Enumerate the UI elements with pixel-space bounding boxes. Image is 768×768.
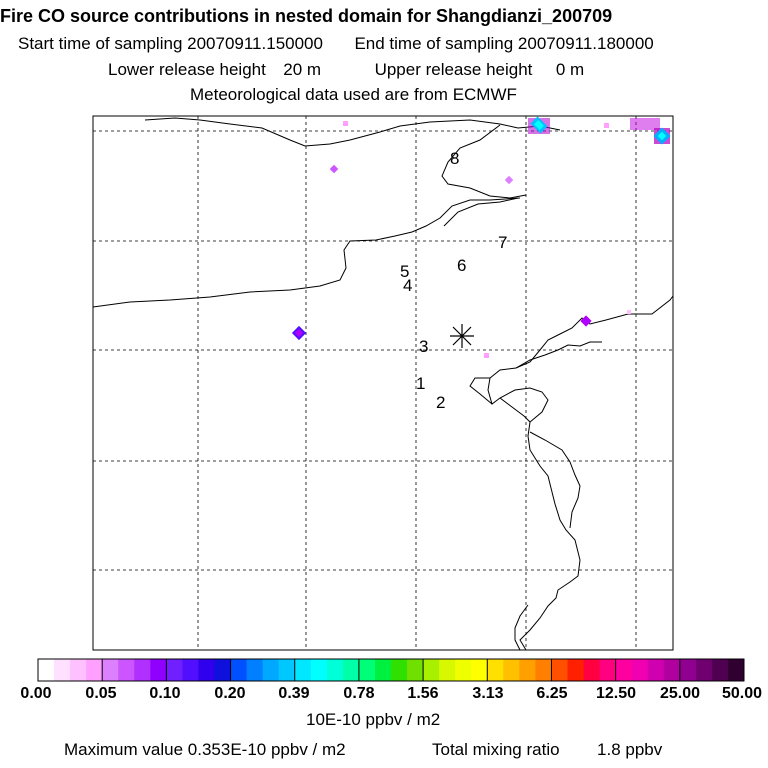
total-mixing-label: Total mixing ratio: [432, 740, 560, 759]
colorbar-segment: [38, 659, 55, 681]
page-title: Fire CO source contributions in nested d…: [0, 6, 613, 26]
colorbar-tick: 0.10: [149, 685, 181, 702]
colorbar-segment: [503, 659, 520, 681]
colorbar-segment: [182, 659, 199, 681]
colorbar-segment: [118, 659, 135, 681]
colorbar-segment: [134, 659, 151, 681]
colorbar-segment: [711, 659, 729, 681]
colorbar-tick: 0.78: [343, 685, 375, 702]
colorbar-tick: 0.05: [85, 685, 117, 702]
max-value-number: 0.353E-10 ppbv / m2: [187, 740, 346, 759]
colorbar-segment: [86, 659, 103, 681]
max-value: Maximum value 0.353E-10 ppbv / m2: [64, 740, 346, 760]
trajectory-label-2: 2: [436, 393, 446, 412]
colorbar-segment: [583, 659, 601, 681]
upper-release-value: 0 m: [555, 60, 585, 79]
colorbar-segment: [439, 659, 456, 681]
colorbar-segment: [599, 659, 617, 681]
colorbar-segment: [54, 659, 71, 681]
colorbar-segment: [310, 659, 328, 681]
release-heights: Lower release height 20 m Upper release …: [108, 60, 768, 80]
colorbar-segment: [487, 659, 504, 681]
start-time-value: 20070911.150000: [187, 34, 323, 53]
colorbar-segment: [166, 659, 183, 681]
colorbar-segment: [391, 659, 408, 681]
colorbar-segment: [407, 659, 424, 681]
colorbar-segment: [727, 659, 745, 681]
colorbar-tick: 0.20: [214, 685, 246, 702]
colorbar-segment: [615, 659, 633, 681]
colorbar-segment: [342, 659, 360, 681]
end-time-value: 20070911.180000: [517, 34, 654, 53]
colorbar-tick: 25.00: [659, 685, 701, 702]
colorbar-segment: [455, 659, 472, 681]
met-data-note: Meteorological data used are from ECMWF: [190, 85, 517, 104]
colorbar-tick: 3.13: [472, 685, 504, 702]
colorbar-segment: [102, 659, 119, 681]
colorbar-tick: 0.39: [278, 685, 310, 702]
trajectory-label-1: 1: [416, 374, 426, 393]
total-mixing-ratio: Total mixing ratio 1.8 ppbv: [432, 740, 662, 760]
colorbar-segment: [519, 659, 536, 681]
colorbar-segment: [663, 659, 681, 681]
colorbar-tick: 6.25: [536, 685, 568, 702]
colorbar-units: 10E-10 ppbv / m2: [306, 710, 441, 729]
colorbar: [37, 658, 745, 682]
colorbar-segment: [679, 659, 697, 681]
upper-release-label: Upper release height: [374, 60, 533, 79]
colorbar-segment: [567, 659, 585, 681]
colorbar-segment: [631, 659, 649, 681]
trajectory-label-8: 8: [450, 149, 460, 168]
colorbar-segment: [326, 659, 344, 681]
trajectory-label-5: 5: [400, 262, 410, 281]
colorbar-segment: [294, 659, 312, 681]
colorbar-segment: [551, 659, 568, 681]
colorbar-segment: [246, 659, 264, 681]
colorbar-segment: [374, 659, 392, 681]
colorbar-segment: [535, 659, 552, 681]
start-time-label: Start time of sampling: [18, 34, 183, 53]
coastline: [92, 117, 674, 651]
colorbar-segment: [230, 659, 248, 681]
colorbar-segment: [358, 659, 376, 681]
colorbar-segment: [695, 659, 713, 681]
colorbar-segment: [70, 659, 87, 681]
map-frame: [92, 115, 674, 651]
colorbar-segment: [278, 659, 296, 681]
colorbar-tick: 12.50: [595, 685, 637, 702]
trajectory-label-4: 4: [403, 276, 413, 295]
colorbar-segment: [262, 659, 280, 681]
lower-release-label: Lower release height: [108, 60, 266, 79]
trajectory-label-3: 3: [419, 337, 429, 356]
colorbar-tick: 0.00: [20, 685, 52, 702]
colorbar-segment: [150, 659, 167, 681]
end-time-label: End time of sampling: [354, 34, 514, 53]
colorbar-segment: [647, 659, 665, 681]
fire-hotspots: [291, 116, 671, 358]
asterisk-icon: [450, 324, 474, 348]
max-value-label: Maximum value: [64, 740, 184, 759]
colorbar-segment: [214, 659, 232, 681]
colorbar-tick: 50.00: [721, 685, 763, 702]
colorbar-tick: 1.56: [407, 685, 439, 702]
sampling-times: Start time of sampling 20070911.150000 E…: [18, 34, 768, 54]
trajectory-label-6: 6: [457, 256, 467, 275]
colorbar-segment: [198, 659, 215, 681]
lower-release-value: 20 m: [283, 60, 322, 79]
colorbar-segment: [423, 659, 440, 681]
colorbar-border: [37, 658, 745, 682]
trajectory-label-7: 7: [498, 233, 508, 252]
colorbar-segment: [471, 659, 488, 681]
total-mixing-value: 1.8 ppbv: [597, 740, 663, 759]
